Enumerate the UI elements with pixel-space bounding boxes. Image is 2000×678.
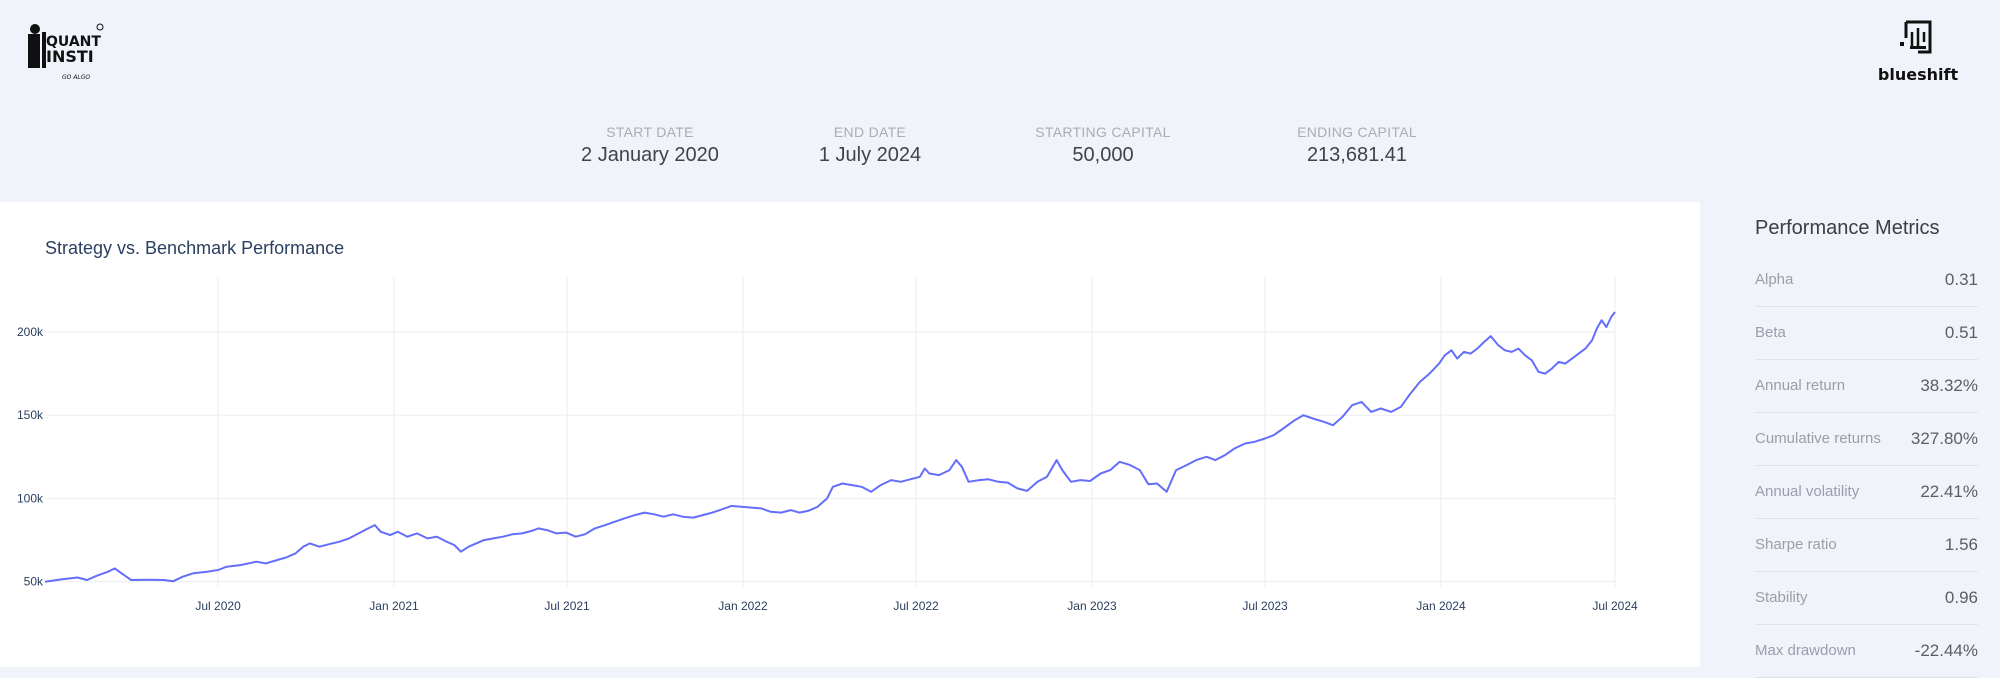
performance-line-chart[interactable]: Jul 2020 Jan 2021 Jul 2021 Jan 2022 Jul 2022… bbox=[0, 202, 1700, 667]
x-tick-label: Jul 2022 bbox=[893, 599, 939, 613]
metric-value: 38.32% bbox=[1920, 376, 1978, 395]
summary-label: END DATE bbox=[833, 124, 907, 140]
metric-name: Annual return bbox=[1755, 377, 1846, 394]
metric-row: Annual volatility 22.41% bbox=[1755, 466, 1978, 519]
blueshift-logo-text: blueshift bbox=[1877, 65, 1959, 84]
metric-value: 327.80% bbox=[1910, 429, 1978, 448]
metric-row: Alpha 0.31 bbox=[1755, 254, 1978, 307]
metric-name: Max drawdown bbox=[1755, 642, 1856, 659]
x-tick-label: Jul 2024 bbox=[1592, 599, 1638, 613]
metric-row: Cumulative returns 327.80% bbox=[1755, 413, 1978, 466]
summary-label: START DATE bbox=[606, 124, 694, 140]
metrics-title: Performance Metrics bbox=[1755, 217, 1940, 239]
x-tick-label: Jan 2022 bbox=[718, 599, 768, 613]
metric-row: Stability 0.96 bbox=[1755, 572, 1978, 625]
metric-value: 0.31 bbox=[1944, 270, 1978, 289]
x-tick-label: Jul 2021 bbox=[544, 599, 590, 613]
metrics-panel: Performance Metrics Alpha 0.31 Beta 0.51 Ann… bbox=[1700, 202, 2000, 678]
quantinsti-logo: QUANT INSTI GO ALGO bbox=[28, 22, 106, 82]
x-tick-label: Jul 2020 bbox=[195, 599, 241, 613]
logo-text-insti: INSTI bbox=[46, 47, 94, 66]
x-tick-label: Jan 2024 bbox=[1416, 599, 1466, 613]
metric-row: Beta 0.51 bbox=[1755, 307, 1978, 360]
summary-value: 1 July 2024 bbox=[818, 144, 922, 166]
chart-title: Strategy vs. Benchmark Performance bbox=[45, 238, 345, 258]
report-header: QUANT INSTI GO ALGO blueshift START DATE… bbox=[0, 0, 2000, 202]
summary-label: STARTING CAPITAL bbox=[1035, 124, 1171, 140]
x-tick-label: Jul 2023 bbox=[1242, 599, 1288, 613]
y-tick-label: 50k bbox=[24, 575, 44, 589]
metrics-list: Alpha 0.31 Beta 0.51 Annual return 38.32% Cumu… bbox=[1755, 254, 1978, 678]
metric-name: Annual volatility bbox=[1755, 483, 1860, 500]
metric-row: Max drawdown -22.44% bbox=[1755, 625, 1978, 678]
metric-row: Annual return 38.32% bbox=[1755, 360, 1978, 413]
x-tick-label: Jan 2021 bbox=[369, 599, 419, 613]
metric-name: Beta bbox=[1755, 324, 1786, 341]
summary-value: 213,681.41 bbox=[1306, 144, 1408, 166]
logo-text-quant: QUANT bbox=[46, 34, 101, 50]
metric-value: -22.44% bbox=[1914, 641, 1978, 660]
y-tick-label: 200k bbox=[17, 325, 44, 339]
logo-tagline: GO ALGO bbox=[62, 74, 90, 81]
chart-panel: Strategy vs. Benchmark Performance Jul 2… bbox=[0, 202, 1700, 667]
x-tick-label: Jan 2023 bbox=[1067, 599, 1117, 613]
metric-value: 22.41% bbox=[1920, 482, 1978, 501]
summary-label: ENDING CAPITAL bbox=[1297, 124, 1417, 140]
summary-ending-capital: ENDING CAPITAL 213,681.41 bbox=[1237, 124, 1477, 167]
metric-name: Alpha bbox=[1755, 271, 1794, 288]
metric-row: Sharpe ratio 1.56 bbox=[1755, 519, 1978, 572]
metric-value: 0.96 bbox=[1944, 588, 1978, 607]
blueshift-logo: blueshift bbox=[1872, 18, 1964, 86]
quantinsti-logo-mark: QUANT INSTI GO ALGO bbox=[28, 23, 104, 81]
summary-start-date: START DATE 2 January 2020 bbox=[530, 124, 770, 167]
metric-name: Stability bbox=[1755, 589, 1808, 606]
y-tick-label: 100k bbox=[17, 491, 44, 505]
metric-name: Cumulative returns bbox=[1755, 430, 1881, 447]
series-line-0 bbox=[44, 311, 1616, 583]
backtest-summary: START DATE 2 January 2020 END DATE 1 Jul… bbox=[0, 124, 2000, 174]
metric-value: 0.51 bbox=[1944, 323, 1978, 342]
summary-value: 50,000 bbox=[1072, 144, 1134, 166]
summary-starting-capital: STARTING CAPITAL 50,000 bbox=[983, 124, 1223, 167]
summary-value: 2 January 2020 bbox=[581, 144, 719, 166]
blueshift-logo-icon bbox=[1900, 20, 1932, 54]
metric-value: 1.56 bbox=[1944, 535, 1978, 554]
summary-end-date: END DATE 1 July 2024 bbox=[750, 124, 990, 167]
metric-name: Sharpe ratio bbox=[1755, 536, 1837, 553]
y-tick-label: 150k bbox=[17, 408, 44, 422]
